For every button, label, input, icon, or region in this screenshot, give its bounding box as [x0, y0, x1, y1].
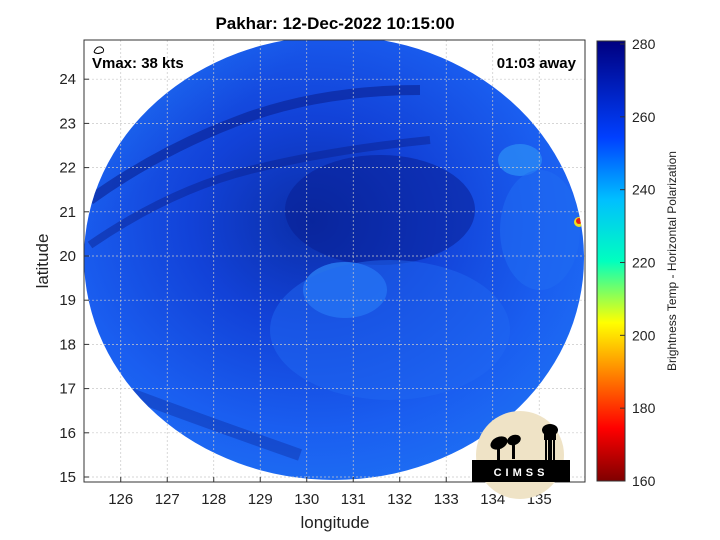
x-tick-label: 134	[480, 491, 505, 508]
x-tick-label: 128	[201, 491, 226, 508]
time-away-label: 01:03 away	[497, 55, 577, 72]
colorbar-tick-label: 200	[632, 327, 656, 343]
y-tick-label: 22	[59, 160, 76, 177]
x-tick-label: 127	[155, 491, 180, 508]
y-tick-label: 16	[59, 425, 76, 442]
x-axis-label: longitude	[300, 513, 369, 532]
y-tick-label: 23	[59, 115, 76, 132]
colorbar-tick-label: 180	[632, 400, 656, 416]
chart-title: Pakhar: 12-Dec-2022 10:15:00	[215, 14, 454, 33]
x-tick-label: 131	[341, 491, 366, 508]
colorbar-tick-labels: 160 180 200 220 240 260 280	[620, 36, 656, 489]
colorbar-tick-label: 220	[632, 255, 656, 271]
axes-frame	[83, 39, 586, 483]
storm-symbol-icon	[93, 46, 105, 54]
cimss-logo-icon: CIMSS	[472, 411, 570, 499]
gridlines	[84, 40, 585, 482]
y-tick-labels: 15 16 17 18 19 20 21 22 23 24	[59, 71, 89, 486]
colorbar	[596, 40, 626, 482]
colorbar-tick-label: 160	[632, 473, 656, 489]
logo-text: CIMSS	[494, 467, 549, 479]
y-tick-label: 19	[59, 292, 76, 309]
y-tick-label: 18	[59, 336, 76, 353]
x-tick-labels: 126 127 128 129 130 131 132 133 134 135	[108, 477, 552, 508]
x-tick-label: 130	[294, 491, 319, 508]
x-tick-label: 133	[434, 491, 459, 508]
y-tick-label: 17	[59, 381, 76, 398]
y-tick-label: 21	[59, 204, 76, 221]
y-tick-label: 20	[59, 248, 76, 265]
colorbar-label: Brightness Temp - Horizontal Polarizatio…	[665, 151, 679, 371]
colorbar-tick-label: 260	[632, 109, 656, 125]
vmax-label: Vmax: 38 kts	[92, 55, 184, 72]
y-tick-label: 15	[59, 469, 76, 486]
x-tick-label: 126	[108, 491, 133, 508]
y-tick-label: 24	[59, 71, 76, 88]
x-tick-label: 132	[387, 491, 412, 508]
colorbar-tick-label: 280	[632, 36, 656, 52]
y-axis-label: latitude	[33, 234, 52, 289]
x-tick-label: 129	[248, 491, 273, 508]
colorbar-tick-label: 240	[632, 182, 656, 198]
